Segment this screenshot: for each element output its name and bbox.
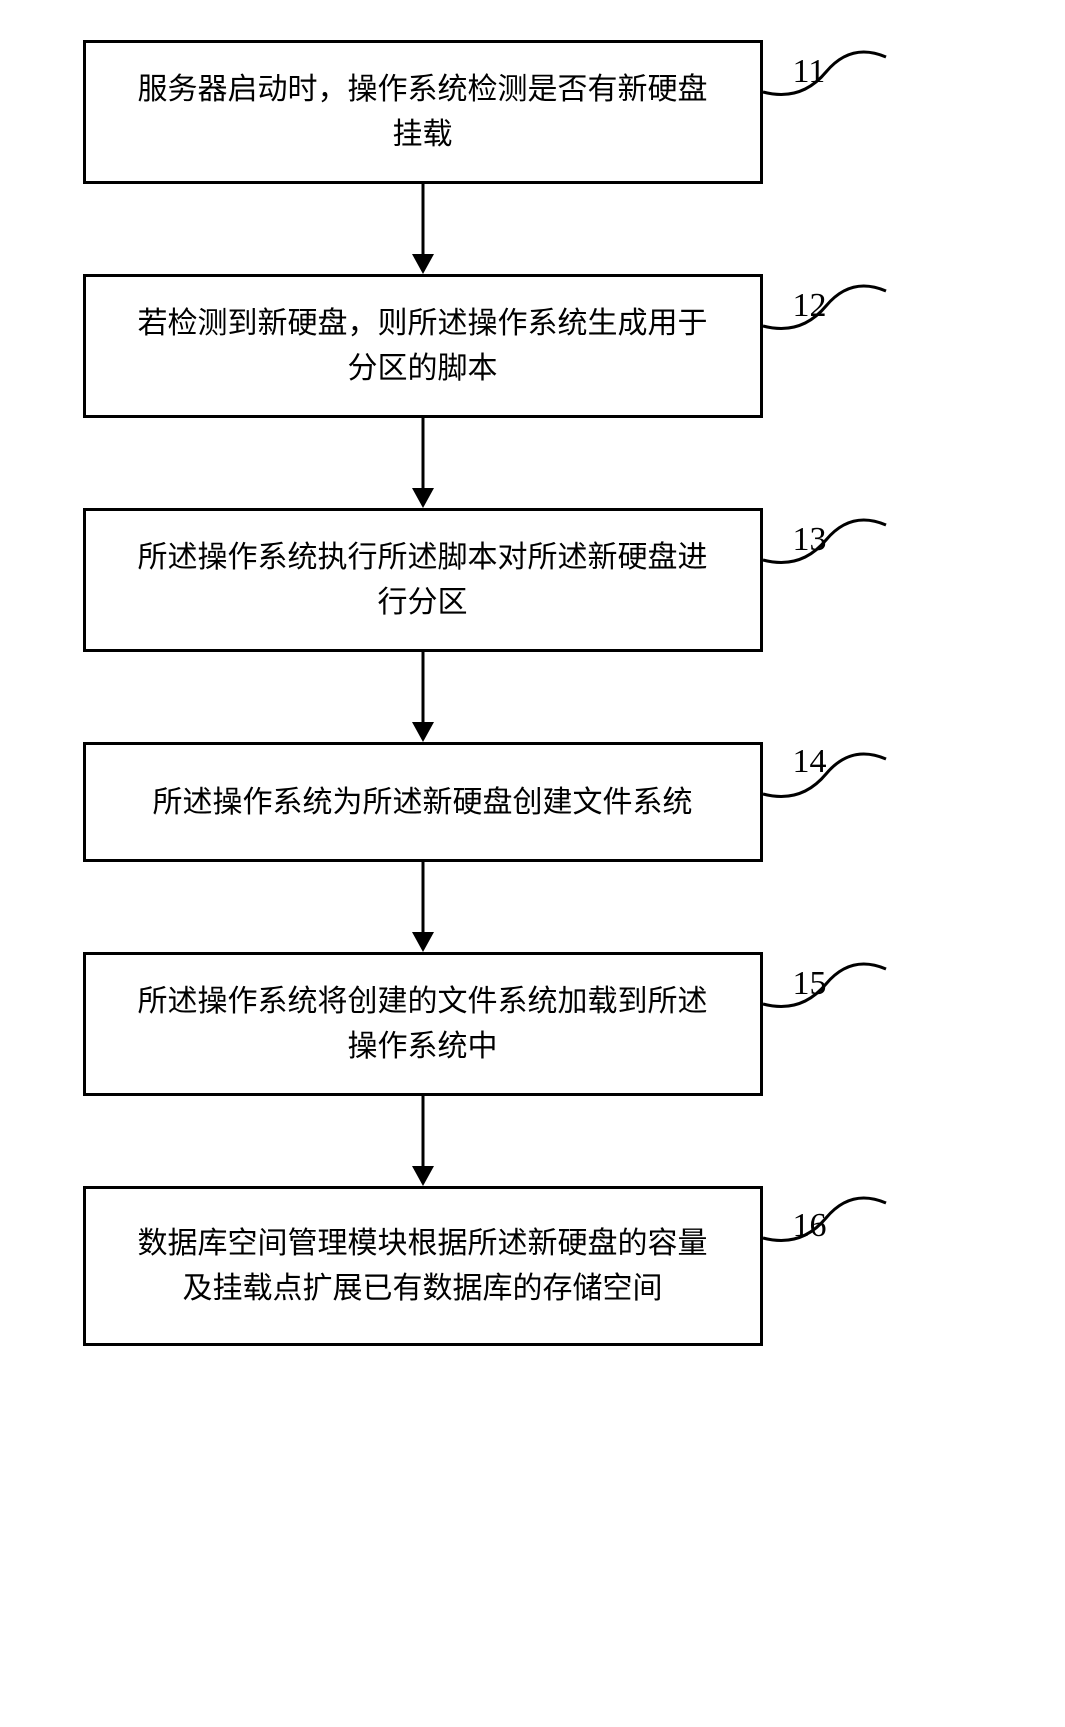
step-text: 所述操作系统执行所述脚本对所述新硬盘进行分区 [126, 535, 720, 625]
step-text: 所述操作系统为所述新硬盘创建文件系统 [153, 780, 693, 825]
flowchart-container: 服务器启动时，操作系统检测是否有新硬盘挂载 11 若检测到新硬盘，则所述操作系统… [83, 40, 983, 1346]
arrow-down-icon [408, 418, 438, 508]
leader-line [761, 32, 921, 122]
leader-line [761, 944, 921, 1034]
connector [83, 1096, 983, 1186]
leader-line [761, 734, 921, 824]
step-row: 若检测到新硬盘，则所述操作系统生成用于分区的脚本 12 [83, 274, 983, 418]
leader-line [761, 500, 921, 590]
connector [83, 652, 983, 742]
step-box-1: 服务器启动时，操作系统检测是否有新硬盘挂载 [83, 40, 763, 184]
step-row: 所述操作系统将创建的文件系统加载到所述操作系统中 15 [83, 952, 983, 1096]
connector [83, 418, 983, 508]
arrow-down-icon [408, 862, 438, 952]
step-box-5: 所述操作系统将创建的文件系统加载到所述操作系统中 [83, 952, 763, 1096]
leader-line [761, 266, 921, 356]
step-row: 数据库空间管理模块根据所述新硬盘的容量及挂载点扩展已有数据库的存储空间 16 [83, 1186, 983, 1346]
step-box-6: 数据库空间管理模块根据所述新硬盘的容量及挂载点扩展已有数据库的存储空间 [83, 1186, 763, 1346]
arrow-down-icon [408, 184, 438, 274]
step-text: 数据库空间管理模块根据所述新硬盘的容量及挂载点扩展已有数据库的存储空间 [126, 1221, 720, 1311]
step-number: 15 [793, 965, 827, 1003]
step-number: 14 [793, 743, 827, 781]
step-text: 所述操作系统将创建的文件系统加载到所述操作系统中 [126, 979, 720, 1069]
step-number: 12 [793, 287, 827, 325]
step-row: 所述操作系统执行所述脚本对所述新硬盘进行分区 13 [83, 508, 983, 652]
step-text: 服务器启动时，操作系统检测是否有新硬盘挂载 [126, 67, 720, 157]
step-row: 所述操作系统为所述新硬盘创建文件系统 14 [83, 742, 983, 862]
step-number: 16 [793, 1207, 827, 1245]
step-box-3: 所述操作系统执行所述脚本对所述新硬盘进行分区 [83, 508, 763, 652]
step-number: 11 [793, 53, 826, 91]
step-box-4: 所述操作系统为所述新硬盘创建文件系统 [83, 742, 763, 862]
connector [83, 862, 983, 952]
step-number: 13 [793, 521, 827, 559]
step-row: 服务器启动时，操作系统检测是否有新硬盘挂载 11 [83, 40, 983, 184]
step-box-2: 若检测到新硬盘，则所述操作系统生成用于分区的脚本 [83, 274, 763, 418]
arrow-down-icon [408, 652, 438, 742]
step-text: 若检测到新硬盘，则所述操作系统生成用于分区的脚本 [126, 301, 720, 391]
arrow-down-icon [408, 1096, 438, 1186]
connector [83, 184, 983, 274]
leader-line [761, 1178, 921, 1268]
